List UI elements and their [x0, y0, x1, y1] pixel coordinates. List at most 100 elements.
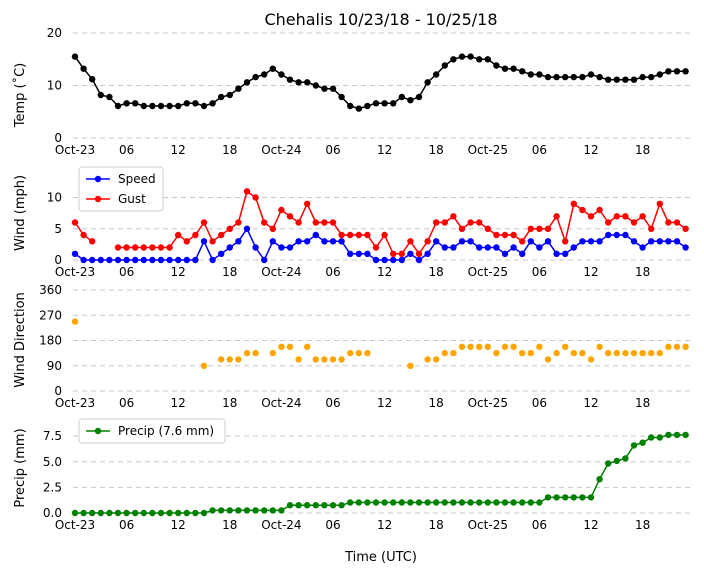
legend-entry: Speed — [118, 172, 156, 186]
x-tick-label: 12 — [377, 396, 392, 410]
series-gust — [71, 188, 689, 257]
data-point — [106, 256, 113, 264]
data-point — [347, 102, 354, 110]
data-point — [355, 231, 362, 239]
x-tick-label: Oct-25 — [468, 518, 508, 532]
data-point — [656, 71, 663, 78]
data-point — [433, 71, 440, 78]
data-point — [562, 238, 569, 245]
data-point — [424, 356, 431, 363]
data-point — [114, 509, 122, 517]
data-point — [579, 494, 586, 501]
data-point — [329, 219, 337, 226]
series-speed — [71, 225, 689, 264]
data-point — [596, 476, 603, 483]
data-point — [398, 499, 405, 506]
data-point — [639, 213, 646, 220]
data-point — [424, 79, 431, 86]
data-point — [372, 244, 380, 251]
data-point — [252, 194, 259, 201]
x-tick-label: 06 — [532, 396, 547, 410]
data-point — [510, 499, 517, 506]
data-point — [553, 73, 560, 81]
data-point — [596, 73, 603, 81]
data-point — [562, 343, 569, 350]
data-point — [458, 238, 466, 245]
data-point — [510, 231, 517, 239]
data-point — [278, 206, 285, 214]
data-point — [295, 356, 302, 363]
x-tick-label: 12 — [583, 396, 598, 410]
data-point — [243, 507, 251, 514]
data-point — [441, 349, 448, 357]
data-point — [562, 73, 569, 81]
data-point — [321, 502, 328, 509]
data-point — [527, 225, 534, 232]
data-point — [132, 256, 139, 264]
data-point — [226, 356, 233, 363]
data-point — [433, 238, 440, 245]
data-point — [149, 256, 156, 264]
data-point — [682, 68, 689, 75]
data-point — [286, 343, 294, 350]
x-tick-label: Oct-25 — [468, 396, 508, 410]
data-point — [89, 76, 96, 83]
data-point — [605, 219, 612, 226]
data-point — [673, 431, 681, 439]
data-point — [476, 56, 483, 63]
data-point — [364, 231, 371, 239]
data-point — [226, 507, 233, 514]
x-tick-label: 18 — [635, 518, 650, 532]
data-point — [519, 68, 526, 75]
data-point — [97, 256, 105, 264]
data-point — [183, 256, 190, 264]
data-point — [682, 225, 689, 232]
x-tick-label: 18 — [429, 396, 444, 410]
data-point — [235, 85, 242, 92]
data-point — [312, 502, 319, 509]
x-tick-label: 06 — [325, 265, 340, 279]
data-point — [622, 455, 629, 462]
data-point — [656, 238, 663, 245]
y-tick-label: 10 — [47, 191, 62, 205]
data-point — [673, 343, 681, 350]
data-point — [450, 349, 457, 357]
data-point — [424, 499, 431, 506]
data-point — [493, 231, 500, 239]
data-point — [570, 73, 577, 81]
data-point — [243, 225, 251, 232]
data-point — [407, 97, 414, 104]
data-point — [123, 244, 130, 251]
data-point — [605, 349, 612, 357]
data-point — [562, 250, 569, 257]
data-point — [579, 206, 586, 214]
data-point — [510, 343, 517, 350]
data-point — [536, 71, 543, 78]
legend-swatch-marker — [94, 195, 102, 203]
data-point — [106, 93, 113, 101]
data-point — [278, 343, 285, 350]
data-point — [364, 250, 371, 257]
data-point — [114, 244, 122, 251]
data-point — [673, 219, 681, 226]
data-point — [476, 343, 483, 350]
data-point — [175, 509, 182, 517]
data-point — [605, 231, 612, 239]
data-point — [218, 356, 225, 363]
data-point — [527, 71, 534, 78]
data-point — [226, 244, 233, 251]
data-point — [321, 238, 328, 245]
x-tick-label: 12 — [583, 143, 598, 157]
data-point — [484, 244, 491, 251]
data-point — [304, 238, 311, 245]
data-point — [80, 231, 87, 239]
data-point — [218, 250, 225, 257]
y-tick-label: 0 — [54, 131, 62, 145]
data-point — [613, 231, 620, 239]
data-point — [527, 499, 534, 506]
data-point — [553, 213, 560, 220]
data-point — [519, 238, 526, 245]
data-point — [493, 499, 500, 506]
x-tick-label: Oct-24 — [261, 265, 301, 279]
legend-swatch-marker — [94, 427, 102, 435]
